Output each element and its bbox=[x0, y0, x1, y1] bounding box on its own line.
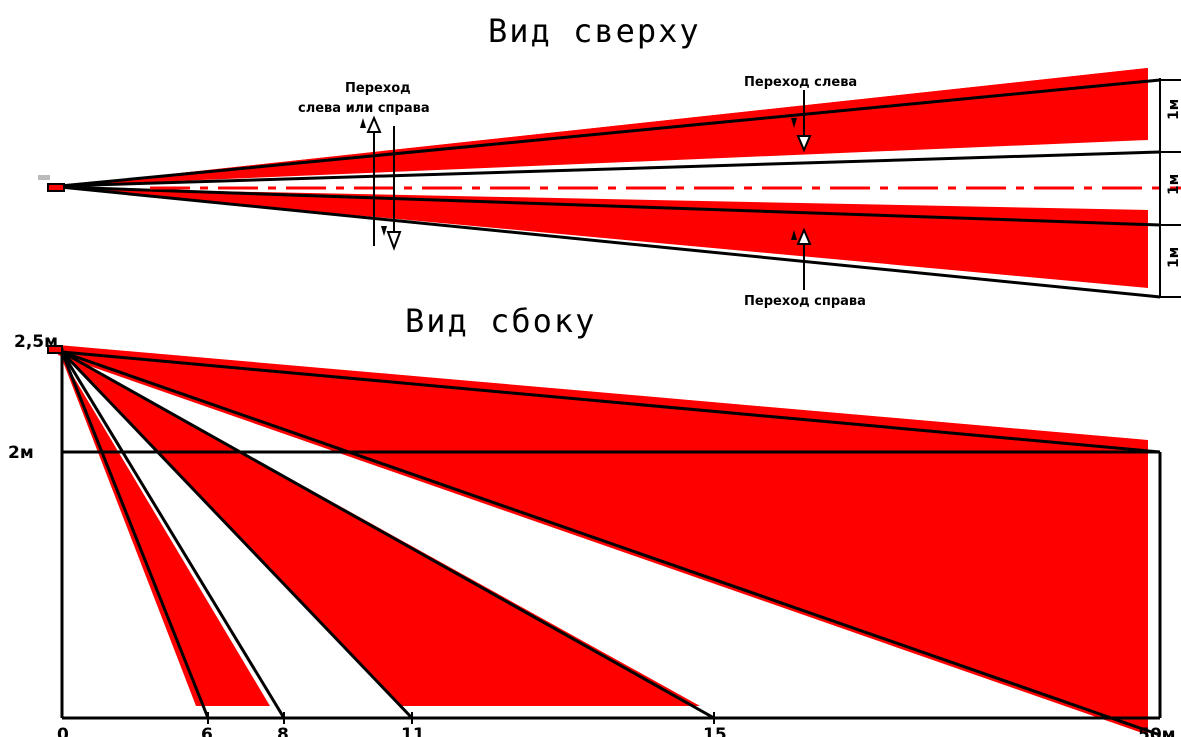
zone-upper-edge bbox=[60, 68, 1148, 188]
beam-6m bbox=[60, 351, 210, 719]
distance-label-6: 6 bbox=[201, 725, 213, 737]
height-label-top: 2,5м bbox=[14, 332, 58, 352]
arrow-from-left bbox=[791, 90, 812, 153]
sensor-side-icon bbox=[47, 345, 63, 354]
label-crossing-line1: Переход bbox=[345, 81, 411, 96]
arrow-from-right bbox=[791, 227, 812, 290]
side-view bbox=[47, 345, 1162, 737]
dimension-1m-top: 1м bbox=[1166, 99, 1181, 120]
dimension-bar bbox=[1159, 78, 1181, 298]
beam-line-top bbox=[59, 78, 1161, 188]
beam-50m bbox=[61, 350, 1161, 454]
arrow-crossing-both bbox=[360, 115, 402, 251]
height-label-2m: 2м bbox=[8, 443, 34, 463]
top-view: Переход слева или справа Переход слева П… bbox=[38, 68, 1181, 309]
beam-line-lower-inner bbox=[59, 185, 1161, 227]
dimension-1m-bottom: 1м bbox=[1166, 247, 1181, 268]
top-view-title: Вид сверху bbox=[488, 12, 701, 50]
zone-near bbox=[60, 354, 270, 706]
side-view-title: Вид сбоку bbox=[405, 302, 596, 340]
distance-label-8: 8 bbox=[277, 725, 289, 737]
distance-label-15: 15 bbox=[703, 725, 727, 737]
label-from-left: Переход слева bbox=[744, 75, 857, 90]
sensor-icon bbox=[47, 183, 65, 192]
beam-line-upper-inner bbox=[59, 150, 1161, 188]
dimension-1m-middle: 1м bbox=[1166, 174, 1181, 195]
distance-label-11: 11 bbox=[401, 725, 425, 737]
sensor-shadow bbox=[38, 175, 50, 180]
beam-8m bbox=[60, 351, 286, 719]
beam-11m bbox=[60, 350, 414, 720]
beam-15m bbox=[61, 350, 715, 720]
beam-50m-lower bbox=[61, 350, 1161, 737]
label-from-right: Переход справа bbox=[744, 294, 866, 309]
label-crossing-line2: слева или справа bbox=[298, 101, 430, 116]
distance-label-0: 0 bbox=[57, 725, 69, 737]
distance-label-50m: 50м bbox=[1138, 725, 1176, 737]
beam-line-bottom bbox=[59, 185, 1161, 299]
